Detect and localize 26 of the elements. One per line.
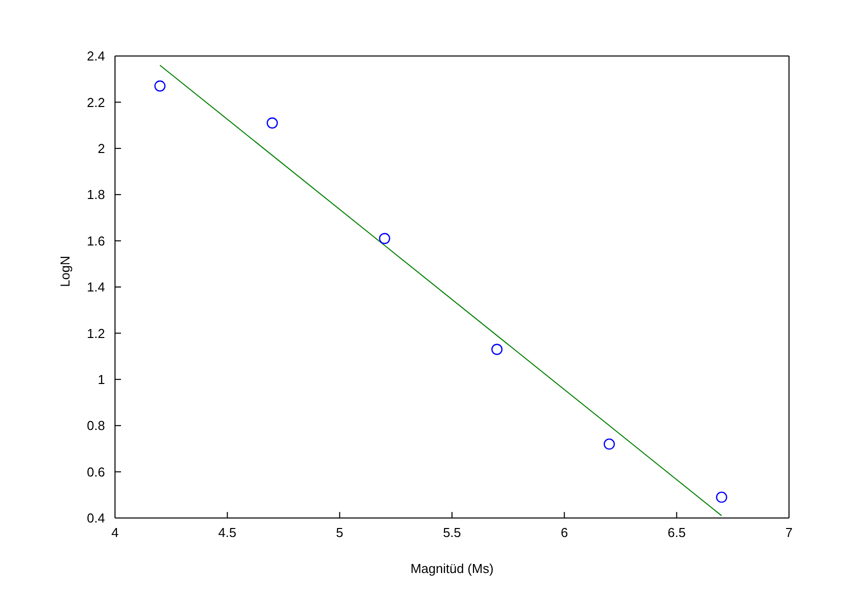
point (154, 80, 166, 92)
y-tick-label: 0.8 (86, 418, 105, 434)
y-tick-label: 0.4 (86, 510, 105, 526)
point (604, 438, 615, 450)
point (491, 344, 503, 355)
point (266, 117, 278, 129)
y-tick-label: 2.4 (86, 48, 105, 64)
x-tick-label: 4 (111, 525, 119, 540)
y-axis-title: LogN (58, 256, 73, 287)
y-tick-label: 1.2 (86, 326, 105, 341)
x-axis-title: Magnitüd (Ms) (410, 561, 494, 576)
y-tick-label: 1 (98, 372, 105, 388)
x-tick-label: 5.5 (442, 525, 462, 540)
y-tick-label: 1.8 (86, 187, 105, 202)
y-tick-label: 1.6 (86, 233, 105, 248)
x-tick-label: 7 (785, 525, 793, 540)
y-tick-label: 2 (98, 141, 105, 156)
y-tick-label: 1.4 (86, 280, 105, 295)
y-tick-label: 0.6 (86, 464, 105, 480)
point (716, 492, 728, 503)
x-tick-label: 4.5 (218, 525, 236, 540)
y-tick-label: 2.2 (86, 94, 105, 110)
x-tick-label: 5 (336, 525, 344, 540)
point (379, 232, 390, 244)
x-tick-label: 6.5 (668, 525, 686, 540)
x-tick-label: 6 (560, 525, 568, 540)
